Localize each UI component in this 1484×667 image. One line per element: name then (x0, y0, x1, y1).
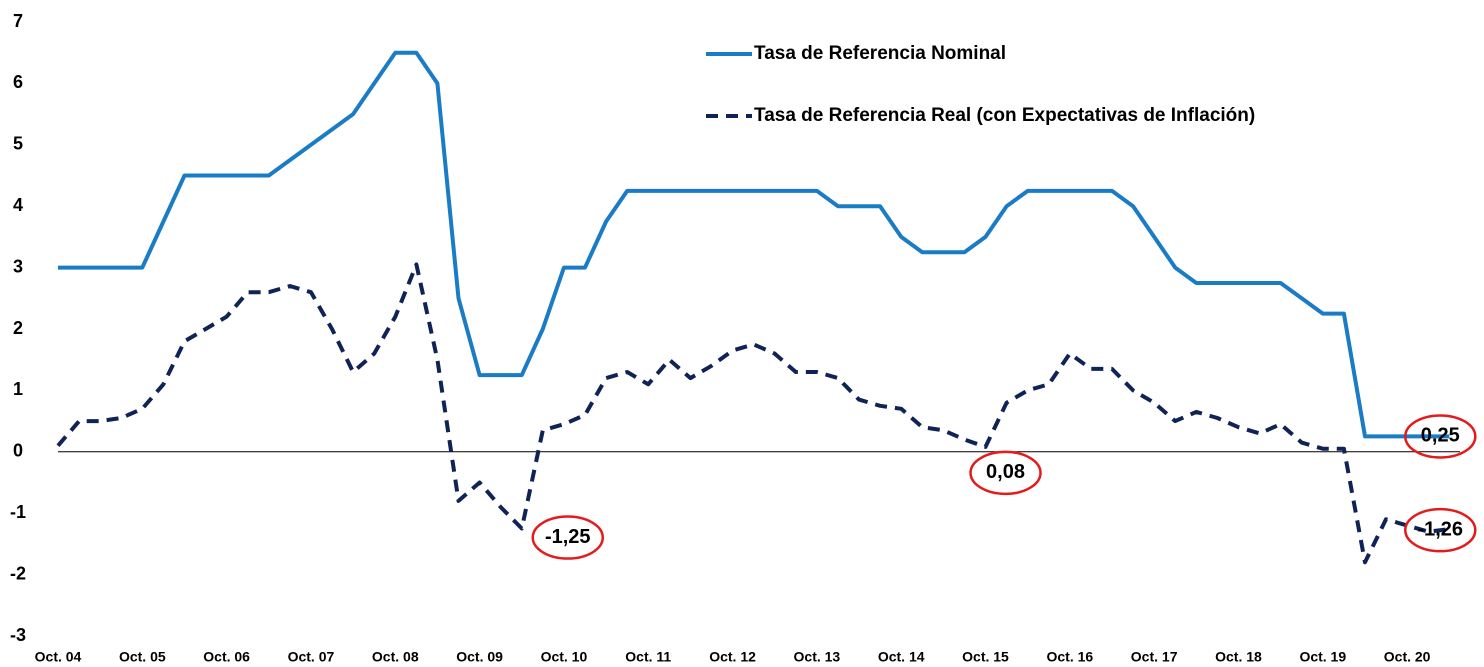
y-tick-label: 2 (13, 318, 23, 338)
x-tick-label: Oct. 19 (1299, 649, 1346, 665)
annotation-circle (969, 450, 1042, 496)
legend-label: Tasa de Referencia Real (con Expectativa… (754, 105, 1255, 126)
annotation-label: 0,08 (986, 461, 1025, 483)
x-tick-label: Oct. 17 (1131, 649, 1178, 665)
series-line (56, 262, 1450, 565)
y-tick-label: 1 (13, 379, 23, 399)
y-tick-label: 4 (13, 195, 23, 215)
x-tick-label: Oct. 15 (962, 649, 1009, 665)
x-tick-label: Oct. 18 (1215, 649, 1262, 665)
annotation-label: 0,25 (1421, 425, 1460, 447)
x-tick-label: Oct. 11 (625, 649, 671, 665)
annotation-label: -1,26 (1417, 518, 1463, 540)
x-tick-label: Oct. 20 (1384, 649, 1431, 665)
x-tick-label: Oct. 04 (35, 649, 82, 665)
annotation-circle (1404, 414, 1477, 459)
legend-label: Tasa de Referencia Nominal (754, 43, 1006, 64)
x-tick-label: Oct. 16 (1046, 649, 1093, 665)
x-tick-label: Oct. 10 (541, 649, 588, 665)
y-tick-label: 0 (13, 441, 23, 461)
x-tick-label: Oct. 06 (203, 649, 250, 665)
x-tick-label: Oct. 05 (119, 649, 166, 665)
annotation-label: -1,25 (545, 526, 591, 548)
y-tick-label: 7 (13, 11, 23, 31)
y-tick-label: 3 (13, 256, 23, 276)
y-tick-label: -1 (10, 502, 26, 522)
y-tick-label: 6 (13, 72, 23, 92)
x-tick-label: Oct. 08 (372, 649, 419, 665)
y-tick-label: 5 (13, 134, 23, 154)
x-tick-label: Oct. 14 (878, 649, 925, 665)
x-tick-label: Oct. 07 (288, 649, 335, 665)
x-tick-label: Oct. 09 (456, 649, 503, 665)
x-tick-label: Oct. 13 (794, 649, 841, 665)
series-line (58, 50, 1450, 439)
y-tick-label: -2 (10, 563, 26, 583)
annotation-circle (1404, 507, 1477, 553)
y-tick-label: -3 (10, 625, 26, 645)
annotation-circle (531, 515, 605, 560)
x-tick-label: Oct. 12 (709, 649, 756, 665)
